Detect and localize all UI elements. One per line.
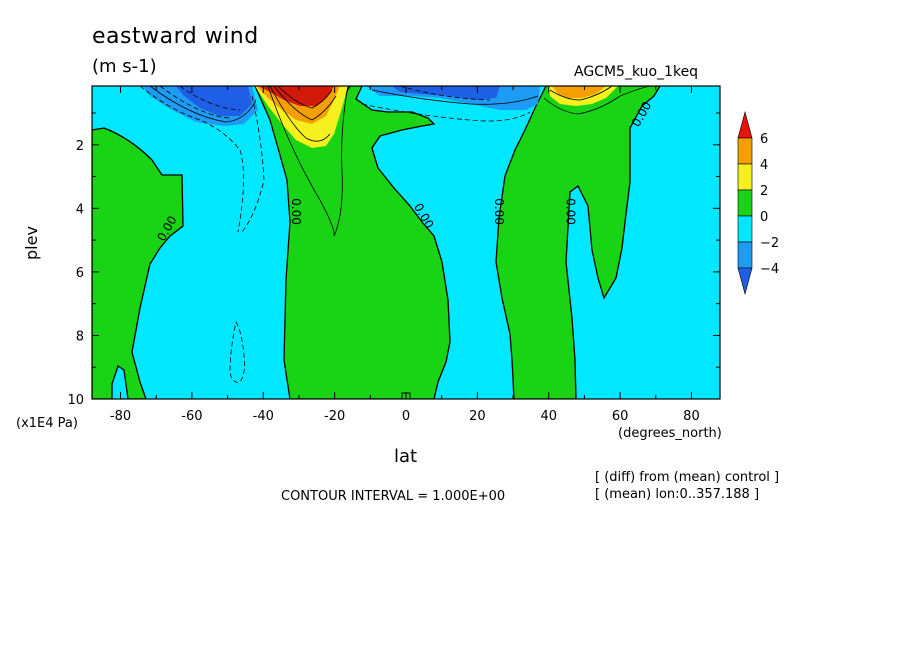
region-0-2-north xyxy=(495,86,661,399)
colorbar-label: 6 xyxy=(760,132,768,147)
contour-label: 0.00 xyxy=(289,198,303,225)
contour-dashed-3 xyxy=(229,321,245,383)
contour-dashed-2 xyxy=(241,95,265,233)
colorbar-bin xyxy=(737,215,753,243)
filled-contours xyxy=(92,86,720,399)
y-tick-label: 8 xyxy=(76,329,84,344)
region-above-6-south xyxy=(258,86,334,106)
colorbar-bottom-arrow xyxy=(737,267,753,296)
contour-label: 0.00 xyxy=(492,198,506,225)
contour-dashed-4 xyxy=(361,103,531,122)
chart-title: eastward wind xyxy=(92,24,259,49)
run-name: AGCM5_kuo_1keq xyxy=(574,64,699,80)
x-tick-label: 20 xyxy=(469,409,486,424)
y-tick-label: 2 xyxy=(76,139,84,154)
contour-label: 0.00 xyxy=(564,198,578,225)
colorbar: −4 −2 0 2 4 6 xyxy=(737,110,779,296)
region-below-minus4-eq xyxy=(392,86,500,100)
region-below-minus4-south xyxy=(176,86,252,116)
x-tick-label: -20 xyxy=(324,409,345,424)
x-axis-unit: (degrees_north) xyxy=(618,426,722,441)
note-diff: [ (diff) from (mean) control ] xyxy=(595,470,780,485)
colorbar-bin xyxy=(737,137,753,165)
contour-pos-6 xyxy=(549,86,613,101)
x-tick-label: 40 xyxy=(540,409,557,424)
colorbar-bin xyxy=(737,163,753,191)
contour-neg-1 xyxy=(149,86,257,123)
region-0-2-south xyxy=(92,127,184,399)
contour-dashed-7 xyxy=(399,86,491,101)
contour-pos-3 xyxy=(273,86,337,121)
x-tick-label: 80 xyxy=(683,409,700,424)
colorbar-bin xyxy=(737,241,753,269)
colorbar-label: 2 xyxy=(760,184,768,199)
contour-value-labels: 0.000.00 0.00 0.00 0.000.00 xyxy=(154,99,654,244)
x-axis-label: lat xyxy=(394,446,418,467)
contour-neg-2 xyxy=(371,89,539,105)
axis-tick-labels: -80 -60 -40 -20 0 20 40 60 80 2 4 6 8 10 xyxy=(67,139,699,424)
axis-ticks xyxy=(92,86,720,400)
y-tick-label: 10 xyxy=(67,393,84,408)
contour-pos-1 xyxy=(267,86,349,237)
contour-dashed-1 xyxy=(139,86,244,233)
x-tick-label: 60 xyxy=(612,409,629,424)
chart-units: (m s-1) xyxy=(92,56,157,77)
colorbar-label: 4 xyxy=(760,158,768,173)
contour-lines xyxy=(139,86,651,383)
contour-pos-2 xyxy=(269,86,331,142)
contour-interval: CONTOUR INTERVAL = 1.000E+00 xyxy=(281,489,506,504)
colorbar-bin xyxy=(737,189,753,217)
note-mean: [ (mean) lon:0..357.188 ] xyxy=(595,487,760,502)
x-tick-label: -60 xyxy=(181,409,202,424)
contour-dashed-5 xyxy=(159,86,231,119)
colorbar-label: −4 xyxy=(760,262,779,277)
contour-pos-4 xyxy=(277,86,333,109)
y-tick-label: 6 xyxy=(76,266,84,281)
colorbar-label: −2 xyxy=(760,236,779,251)
colorbar-label: 0 xyxy=(760,210,768,225)
contour-pos-5 xyxy=(543,86,651,115)
x-tick-label: -40 xyxy=(253,409,274,424)
y-axis-unit: (x1E4 Pa) xyxy=(16,416,78,431)
x-tick-label: -80 xyxy=(110,409,131,424)
contour-dashed-6 xyxy=(179,86,241,111)
region-4-6-north xyxy=(552,86,606,98)
x-tick-label: 0 xyxy=(402,409,410,424)
y-tick-label: 4 xyxy=(76,202,84,217)
colorbar-top-arrow xyxy=(737,110,753,139)
